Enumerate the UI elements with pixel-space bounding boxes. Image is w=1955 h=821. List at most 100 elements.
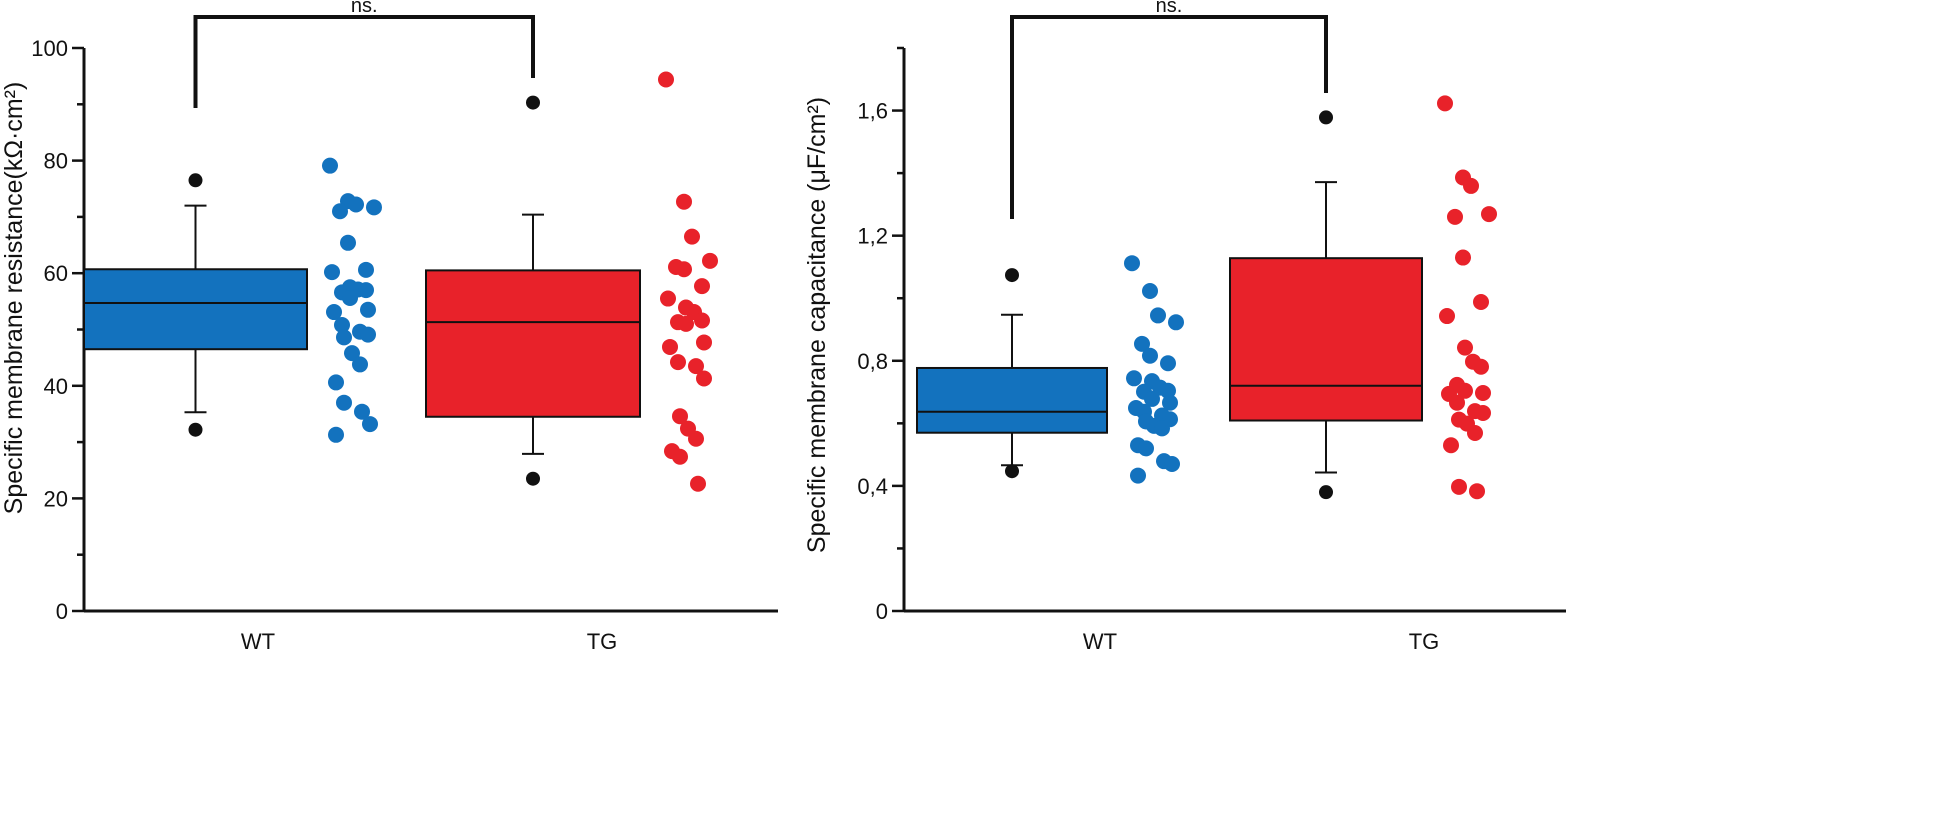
data-point-tg — [1449, 394, 1465, 411]
capacitance-panel: 0 0,4 0,8 1,2 1,6 Specific membrane capacitan… — [803, 0, 1566, 654]
data-point-tg — [688, 430, 704, 447]
data-point-tg — [1437, 95, 1453, 112]
data-point-tg — [1475, 405, 1491, 422]
significance-bracket — [1010, 15, 1328, 219]
y-tick-label: 0 — [876, 599, 888, 624]
y-tick-label: 80 — [44, 149, 68, 174]
data-point-wt — [1130, 467, 1146, 484]
data-point-tg — [688, 358, 704, 375]
data-point-wt — [360, 326, 376, 343]
data-point-tg — [676, 193, 692, 210]
data-point-wt — [340, 234, 356, 251]
data-point-wt — [1150, 307, 1166, 324]
x-category-label: TG — [587, 629, 618, 654]
data-point-wt — [1142, 347, 1158, 364]
data-point-tg — [676, 261, 692, 278]
data-point-tg — [684, 228, 700, 245]
outlier-point — [1005, 464, 1019, 479]
data-point-wt — [1154, 420, 1170, 437]
significance-label: ns. — [1156, 0, 1183, 17]
data-point-wt — [1126, 370, 1142, 387]
y-tick-label: 40 — [44, 374, 68, 399]
data-point-wt — [366, 199, 382, 216]
data-point-tg — [1455, 249, 1471, 266]
data-point-tg — [702, 252, 718, 269]
outlier-point — [526, 471, 540, 486]
data-point-wt — [1160, 382, 1176, 399]
data-point-wt — [1142, 283, 1158, 300]
data-point-tg — [1443, 437, 1459, 454]
data-point-wt — [324, 264, 340, 281]
outlier-point — [1005, 268, 1019, 283]
data-point-wt — [328, 374, 344, 391]
data-point-tg — [1439, 308, 1455, 325]
outlier-point — [1319, 110, 1333, 125]
data-point-tg — [672, 448, 688, 465]
data-point-wt — [1160, 355, 1176, 372]
outlier-point — [188, 422, 203, 437]
data-point-tg — [696, 334, 712, 351]
data-point-wt — [334, 316, 350, 333]
box-wt — [83, 268, 308, 351]
data-point-wt — [1168, 314, 1184, 331]
data-point-tg — [696, 370, 712, 387]
outlier-point — [526, 95, 540, 110]
data-point-wt — [342, 289, 358, 306]
data-point-tg — [660, 290, 676, 307]
data-point-tg — [1451, 478, 1467, 495]
data-point-tg — [1475, 384, 1491, 401]
data-point-tg — [662, 338, 678, 355]
x-category-label: WT — [241, 629, 275, 654]
data-point-wt — [1164, 455, 1180, 472]
outlier-point — [1319, 485, 1333, 500]
data-point-tg — [672, 408, 688, 425]
data-point-tg — [1457, 339, 1473, 356]
outlier-point — [188, 173, 203, 188]
y-tick-label: 0,4 — [857, 474, 888, 499]
data-point-tg — [1473, 293, 1489, 310]
data-point-tg — [1447, 208, 1463, 225]
y-tick-label: 1,6 — [857, 99, 888, 124]
data-point-wt — [1134, 335, 1150, 352]
data-point-tg — [1463, 177, 1479, 194]
data-point-wt — [358, 282, 374, 299]
y-tick-label: 1,2 — [857, 224, 888, 249]
data-point-wt — [336, 329, 352, 346]
data-point-wt — [1144, 390, 1160, 407]
data-point-wt — [336, 394, 352, 411]
data-point-wt — [332, 203, 348, 220]
data-point-tg — [1481, 206, 1497, 223]
data-point-tg — [658, 71, 674, 88]
data-point-wt — [326, 304, 342, 321]
data-point-tg — [694, 312, 710, 329]
data-point-tg — [1457, 382, 1473, 399]
y-axis-title: Specific membrane capacitance (μF/cm²) — [803, 97, 831, 553]
y-tick-label: 0 — [56, 599, 68, 624]
data-point-tg — [694, 278, 710, 295]
data-point-wt — [328, 426, 344, 443]
data-point-wt — [1162, 394, 1178, 411]
data-point-tg — [1473, 358, 1489, 375]
data-point-tg — [690, 475, 706, 492]
y-tick-label: 20 — [44, 486, 68, 511]
data-point-wt — [322, 157, 338, 174]
data-point-wt — [348, 196, 364, 213]
y-tick-label: 60 — [44, 261, 68, 286]
data-point-tg — [1467, 425, 1483, 442]
x-category-label: TG — [1409, 629, 1440, 654]
significance-bracket — [193, 15, 535, 108]
significance-label: ns. — [351, 0, 378, 17]
box-tg — [1229, 257, 1423, 422]
box-wt — [916, 366, 1108, 434]
y-axis-title: Specific membrane resistance(kΩ·cm²) — [0, 82, 28, 515]
y-tick-label: 100 — [31, 36, 68, 61]
data-point-tg — [1469, 483, 1485, 500]
data-point-wt — [344, 345, 360, 362]
data-point-wt — [1138, 440, 1154, 457]
data-point-wt — [352, 356, 368, 373]
data-point-wt — [358, 261, 374, 278]
box-tg — [425, 269, 641, 418]
